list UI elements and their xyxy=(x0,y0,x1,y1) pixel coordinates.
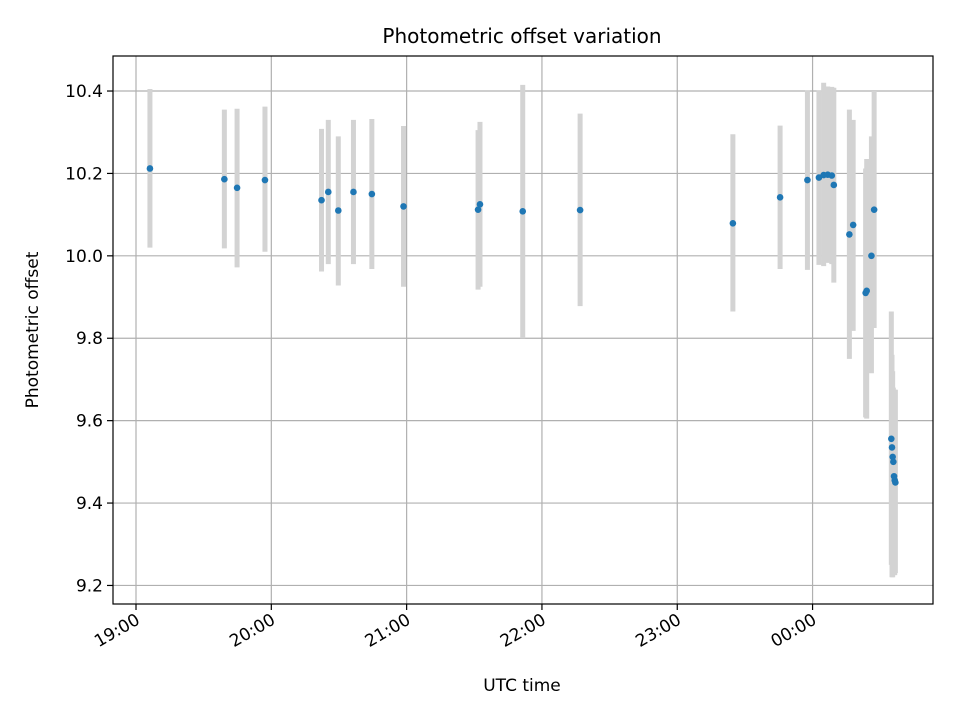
data-point xyxy=(318,196,325,204)
y-tick-label: 10.0 xyxy=(65,247,103,267)
data-point xyxy=(334,207,342,214)
data-point xyxy=(868,252,875,260)
x-axis-label: UTC time xyxy=(483,676,561,696)
data-point xyxy=(368,190,376,198)
data-point xyxy=(576,206,584,214)
data-point xyxy=(474,206,482,213)
data-point xyxy=(233,184,241,192)
data-point xyxy=(890,458,897,466)
data-point xyxy=(830,181,838,189)
plot-frame xyxy=(112,55,934,605)
data-point xyxy=(888,435,895,443)
data-point xyxy=(776,194,784,201)
data-point xyxy=(519,208,527,215)
y-tick-label: 9.2 xyxy=(76,576,103,596)
chart-title: Photometric offset variation xyxy=(382,24,661,48)
data-point xyxy=(476,201,484,208)
data-point xyxy=(849,221,857,229)
data-point xyxy=(324,188,332,196)
data-point xyxy=(221,175,228,183)
data-point xyxy=(729,219,737,227)
data-point xyxy=(828,172,836,179)
data-point xyxy=(870,206,878,213)
data-point xyxy=(863,287,870,295)
data-point xyxy=(804,176,811,184)
data-point xyxy=(350,188,357,196)
data-point xyxy=(146,165,154,172)
y-tick-label: 9.8 xyxy=(76,329,103,349)
data-point xyxy=(400,203,407,210)
y-tick-label: 9.6 xyxy=(76,412,103,432)
data-point xyxy=(261,176,269,184)
y-tick-label: 10.4 xyxy=(65,82,103,102)
data-point xyxy=(846,231,853,238)
y-tick-label: 9.4 xyxy=(76,494,103,514)
data-point xyxy=(892,479,899,486)
y-axis-label: Photometric offset xyxy=(23,251,43,408)
data-point xyxy=(888,444,896,451)
data-points xyxy=(146,165,899,486)
data-point xyxy=(889,453,896,461)
y-tick-label: 10.2 xyxy=(65,164,103,184)
y-axis-ticks: 9.2 9.4 9.6 9.8 10.0 10.2 10.4 xyxy=(65,82,113,596)
